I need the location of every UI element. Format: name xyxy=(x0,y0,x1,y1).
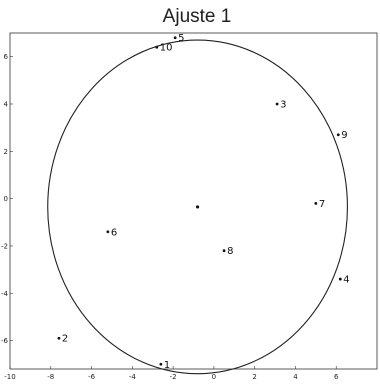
data-point xyxy=(314,201,318,205)
x-tick-label: -8 xyxy=(47,373,54,381)
data-point xyxy=(57,336,61,340)
y-tick-label: -6 xyxy=(1,337,9,345)
plot-frame xyxy=(9,32,378,370)
data-point xyxy=(155,45,159,49)
x-tick-label: 2 xyxy=(252,373,256,381)
data-point-label: 10 xyxy=(160,43,173,54)
data-point xyxy=(338,277,342,281)
x-tick-label: 0 xyxy=(212,373,216,381)
data-point-label: 2 xyxy=(62,334,68,345)
y-tick-label: 4 xyxy=(4,100,9,108)
data-point-label: 3 xyxy=(280,99,286,110)
data-point-label: 1 xyxy=(164,360,170,371)
data-point xyxy=(106,230,110,234)
data-point-label: 9 xyxy=(341,130,347,141)
data-point xyxy=(159,362,163,366)
y-tick-label: 2 xyxy=(4,148,8,156)
data-point-label: 8 xyxy=(227,246,233,257)
data-point-label: 6 xyxy=(111,227,117,238)
y-axis-ticks: 6 4 2 0 -2 -4 -6 xyxy=(1,53,13,345)
y-tick-label: 0 xyxy=(4,195,8,203)
data-point-label: 4 xyxy=(343,275,349,286)
data-point xyxy=(173,36,177,40)
x-tick-label: -4 xyxy=(129,373,137,381)
y-tick-label: -4 xyxy=(1,290,9,298)
chart-title: Ajuste 1 xyxy=(163,6,232,27)
x-tick-label: -10 xyxy=(4,373,15,381)
data-point xyxy=(336,133,340,137)
data-point-label: 7 xyxy=(319,199,325,210)
x-tick-label: 6 xyxy=(334,373,339,381)
data-point-label: 5 xyxy=(178,33,184,44)
data-point xyxy=(222,249,226,253)
y-tick-label: -2 xyxy=(1,242,8,250)
ellipse-center-marker xyxy=(195,205,200,209)
data-point xyxy=(275,102,279,106)
x-tick-label: -6 xyxy=(88,373,96,381)
y-tick-label: 6 xyxy=(4,53,9,61)
scatter-points: 1 2 3 4 5 6 7 8 9 10 xyxy=(57,33,350,371)
x-tick-label: -2 xyxy=(170,373,177,381)
fit-ellipse xyxy=(47,39,348,375)
x-axis-ticks: -10 -8 -6 -4 -2 0 2 4 6 xyxy=(4,366,339,381)
x-tick-label: 4 xyxy=(293,373,298,381)
